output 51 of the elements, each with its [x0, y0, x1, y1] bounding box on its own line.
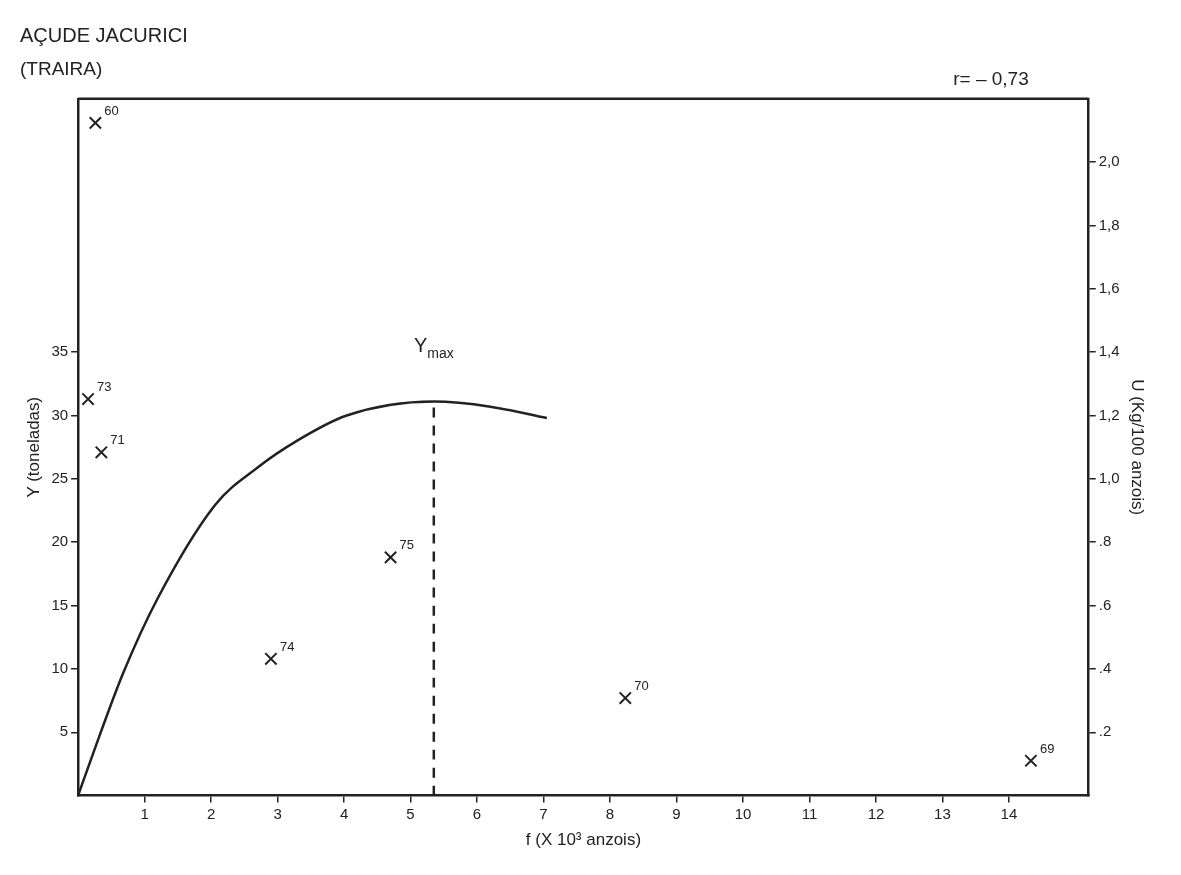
- annotation: 60: [104, 102, 119, 118]
- annotation: 71: [110, 432, 125, 448]
- x-tick-label: 1: [140, 804, 149, 822]
- x-axis-title: f (X 10³ anzois): [525, 830, 642, 850]
- chart-subtitle: (TRAIRA): [20, 57, 103, 79]
- y-tick-label: 30: [51, 405, 69, 423]
- y2-tick-label: 1,0: [1098, 469, 1120, 487]
- x-tick-label: 11: [801, 804, 818, 822]
- y-tick-label: 20: [51, 532, 69, 550]
- x-tick-label: 8: [605, 804, 615, 822]
- y2-tick-label: 1,4: [1098, 342, 1120, 360]
- point: [264, 652, 278, 666]
- text: r= – 0,73: [953, 67, 1029, 89]
- y2-tick-label: .4: [1098, 659, 1112, 677]
- y2-tick-label: .6: [1098, 595, 1112, 613]
- x-tick-label: 10: [734, 804, 752, 822]
- y-tick-label: 35: [51, 342, 69, 360]
- annotation: 70: [634, 678, 649, 694]
- y2-axis-title: U (Kg/100 anzois): [1128, 379, 1148, 516]
- point: [81, 392, 95, 406]
- x-tick-label: 12: [867, 804, 885, 822]
- x-tick-label: 2: [206, 804, 216, 822]
- y2-tick-label: 1,8: [1098, 215, 1120, 233]
- y-tick-label: 5: [59, 722, 69, 740]
- point: [383, 550, 398, 565]
- y-tick-label: 15: [51, 595, 69, 613]
- y2-tick-label: .2: [1098, 722, 1112, 740]
- annotation: 75: [399, 537, 415, 553]
- point: [88, 116, 103, 130]
- x-tick-label: 13: [934, 804, 951, 822]
- y2-tick-label: .8: [1098, 532, 1112, 550]
- point: [618, 691, 632, 705]
- x-tick-label: 7: [539, 804, 548, 822]
- y-axis-title: Y (toneladas): [23, 396, 43, 498]
- point: [94, 445, 109, 459]
- x-tick-label: 14: [1000, 804, 1018, 822]
- y2-tick-label: 2,0: [1098, 152, 1120, 170]
- y-tick-label: 25: [51, 469, 69, 487]
- y-tick-label: 10: [51, 659, 69, 677]
- chart-title: AÇUDE JACURICI: [20, 23, 188, 46]
- x-tick-label: 3: [273, 804, 282, 822]
- y2-tick-label: 1,6: [1098, 278, 1120, 296]
- x-tick-label: 4: [339, 804, 349, 822]
- y2-tick-label: 1,2: [1098, 405, 1120, 423]
- annotation: 74: [279, 638, 295, 654]
- annotation: 73: [97, 379, 112, 395]
- annotation: 69: [1039, 740, 1055, 756]
- point: [1024, 754, 1038, 768]
- x-tick-label: 9: [672, 804, 681, 822]
- x-tick-label: 6: [472, 804, 482, 822]
- x-tick-label: 5: [406, 804, 415, 822]
